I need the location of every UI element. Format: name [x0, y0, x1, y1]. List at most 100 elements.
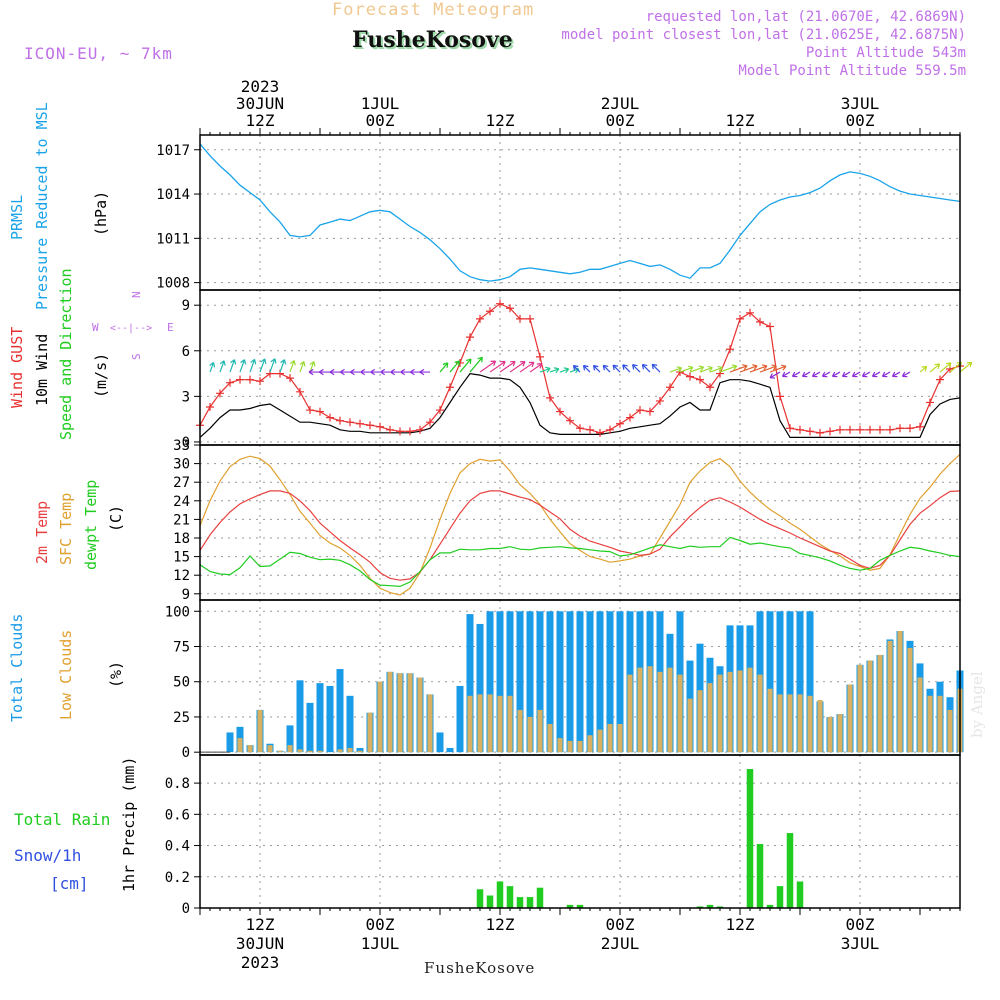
bottom-time-label: 00Z: [366, 915, 395, 934]
total-cloud-bar: [576, 611, 584, 753]
wind-arrow: [631, 364, 641, 373]
site-title: FusheKosove: [352, 27, 513, 53]
total-cloud-bar: [326, 685, 334, 753]
compass-e: E: [167, 321, 174, 334]
total-cloud-bar: [306, 702, 314, 753]
gust-marker: [216, 389, 224, 398]
rain-bar: [766, 904, 774, 908]
low-cloud-bar: [787, 694, 793, 753]
gust-marker: [306, 406, 314, 415]
wind-arrow: [449, 360, 460, 373]
total-cloud-bar: [436, 732, 444, 753]
wind-arrow: [781, 371, 791, 378]
total-cloud-bar: [486, 611, 494, 753]
product-title: Forecast Meteogram: [332, 0, 535, 20]
low-cloud-bar: [747, 667, 753, 753]
gust-marker: [386, 425, 394, 434]
wind-arrow: [841, 371, 851, 378]
top-time-label: 00Z: [846, 111, 875, 130]
rain-bar: [746, 769, 754, 908]
y-tick-label: 21: [173, 512, 190, 528]
gust-marker: [756, 317, 764, 326]
y-tick-label: 100: [165, 604, 190, 620]
wind-arrow: [959, 361, 973, 373]
requested-coords: requested lon,lat (21.0670E, 42.6869N): [645, 9, 966, 25]
wind-arrow: [559, 367, 570, 374]
rain-bar: [566, 904, 574, 908]
wind-arrow: [249, 358, 257, 373]
low-cloud-bar: [507, 695, 513, 753]
low-cloud-bar: [857, 664, 863, 753]
total-cloud-bar: [286, 725, 294, 753]
prmsl-labels: PRMSL Pressure Reduced to MSL (hPa): [8, 102, 110, 310]
y-tick-label: 0: [182, 745, 190, 761]
gust-label: Wind GUST: [8, 327, 26, 408]
gust-marker: [526, 314, 534, 323]
low-cloud-bar: [267, 745, 273, 753]
gust-marker: [796, 425, 804, 434]
rain-bar: [516, 897, 524, 908]
gust-marker: [876, 425, 884, 434]
wind-arrow: [318, 368, 330, 376]
low-cloud-bar: [867, 660, 873, 753]
gust-marker: [606, 425, 614, 434]
precip-panel: 0 0.2 0.4 0.6 0.8: [165, 755, 960, 917]
total-cloud-bar: [786, 611, 794, 753]
temp-unit-label: (C): [107, 505, 125, 532]
wind-arrow: [370, 368, 380, 376]
wind-arrow: [669, 366, 682, 373]
bottom-time-label: 00Z: [606, 915, 635, 934]
gust-marker: [856, 425, 864, 434]
low-cloud-bar: [307, 750, 313, 753]
gust-marker: [496, 299, 504, 308]
gust-marker: [746, 308, 754, 317]
rain-bar: [796, 881, 804, 908]
bottom-time-label: 3JUL: [841, 934, 880, 953]
wind-arrow: [309, 361, 316, 373]
gust-marker: [206, 403, 214, 412]
wind-arrow: [729, 364, 748, 373]
gust-marker: [726, 345, 734, 354]
precip-snow-unit: [cm]: [50, 874, 89, 893]
dewpt-line: [199, 536, 961, 588]
low-cloud-bar: [917, 677, 923, 753]
point-altitude: Point Altitude 543m: [805, 45, 966, 61]
low-cloud-bar: [707, 683, 713, 753]
bottom-time-label: 00Z: [846, 915, 875, 934]
bottom-time-label: 12Z: [486, 915, 515, 934]
low-cloud-bar: [377, 681, 383, 753]
gust-marker: [736, 314, 744, 323]
wind-dir-label: Speed and Direction: [57, 268, 75, 440]
gust-marker: [926, 398, 934, 407]
wind-arrow: [499, 360, 516, 373]
rain-bar: [706, 904, 714, 908]
wind10-label: 10m Wind: [33, 334, 51, 406]
pressure-line: [199, 143, 961, 282]
gust-marker: [646, 407, 654, 416]
wind-arrow: [811, 371, 821, 378]
total-cloud-bar: [356, 747, 364, 753]
wind-arrow: [572, 364, 581, 373]
low-cloud-bar: [317, 750, 323, 753]
cloud-labels: Total Clouds Low Clouds (%): [8, 614, 125, 722]
total-cloud-bar: [796, 611, 804, 753]
gust-marker: [406, 427, 414, 436]
low-cloud-bar: [697, 690, 703, 753]
wind-arrow: [719, 364, 738, 373]
wind-arrow: [400, 368, 410, 376]
low-cloud-bar: [797, 694, 803, 753]
wind-arrow: [539, 366, 551, 373]
wind-arrow: [582, 364, 591, 373]
low-cloud-bar: [367, 712, 373, 753]
low-cloud-bar: [827, 716, 833, 753]
gust-marker: [436, 406, 444, 415]
low-cloud-bar: [727, 671, 733, 753]
y-tick-label: 15: [173, 550, 190, 566]
total-cloud-bar: [596, 611, 604, 753]
pressure-frame: [199, 134, 961, 291]
gust-marker: [786, 424, 794, 433]
rain-bar: [716, 906, 724, 908]
y-tick-label: 30: [173, 457, 190, 473]
wind-arrow: [689, 365, 705, 373]
